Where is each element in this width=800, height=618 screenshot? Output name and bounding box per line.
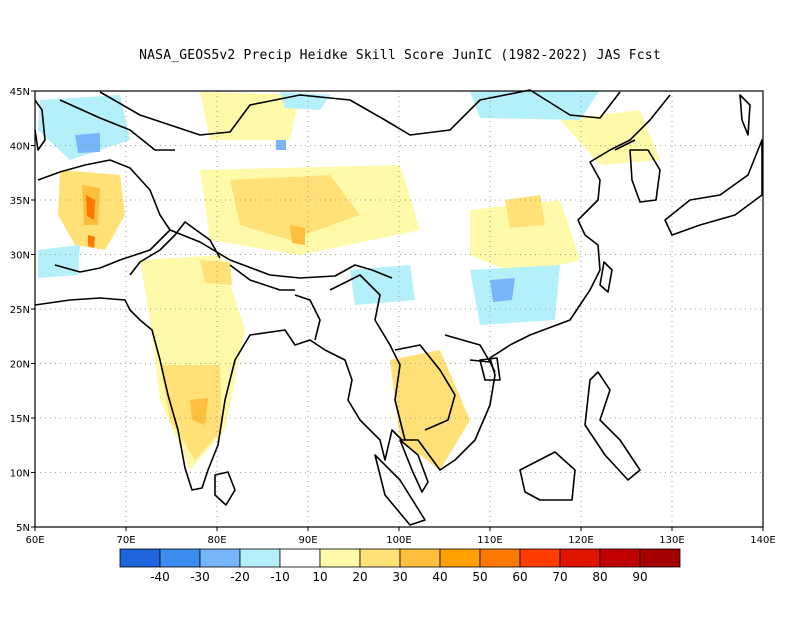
border-korea-china — [614, 139, 636, 151]
colorbar-swatch — [519, 548, 561, 568]
lat-tick-label: 20N — [10, 360, 30, 371]
lat-tick-label: 5N — [16, 523, 30, 534]
border-pakistan-india — [129, 221, 221, 276]
lon-tick-label: 140E — [750, 535, 775, 546]
lon-tick-label: 80E — [207, 535, 226, 546]
lat-tick-label: 15N — [10, 414, 30, 425]
coast-japan — [664, 139, 763, 236]
colorbar-label: 40 — [432, 570, 447, 584]
border-thailand — [394, 344, 456, 431]
border-china-north — [99, 89, 621, 136]
patch-indochina — [390, 350, 470, 470]
map-title: NASA_GEOS5v2 Precip Heidke Skill Score J… — [139, 48, 661, 63]
patch-india-peak — [190, 398, 208, 425]
patch-central-asia-core — [75, 133, 100, 153]
patch-central-asia — [38, 95, 130, 160]
border-afghanistan — [37, 159, 171, 273]
patch-afghanistan-peak — [86, 195, 95, 220]
lon-tick-label: 120E — [568, 535, 593, 546]
patch-korea — [560, 110, 660, 165]
patch-india-north — [200, 260, 232, 285]
coast-caspian — [34, 99, 46, 151]
colorbar-swatch — [199, 548, 241, 568]
colorbar-swatch — [159, 548, 201, 568]
patch-pak-west — [38, 245, 80, 278]
colorbar-swatch — [359, 548, 401, 568]
colorbar-swatch — [119, 548, 161, 568]
colorbar-swatch — [319, 548, 361, 568]
patch-pak-peak — [88, 235, 95, 248]
colorbar-label: 20 — [352, 570, 367, 584]
coast-sumatra — [374, 454, 426, 526]
colorbar-swatch — [639, 548, 681, 568]
coast-sakhalin — [739, 94, 751, 136]
colorbar-label: 70 — [552, 570, 567, 584]
border-myanmar — [329, 274, 406, 441]
colorbar-label: -20 — [230, 570, 250, 584]
lat-tick-label: 45N — [10, 87, 30, 98]
colorbar-label: 10 — [312, 570, 327, 584]
lat-tick-label: 30N — [10, 251, 30, 262]
lat-tick-label: 35N — [10, 196, 30, 207]
skill-patches — [38, 90, 660, 470]
colorbar-swatch — [279, 548, 321, 568]
coast-korea — [629, 149, 661, 203]
lon-tick-label: 60E — [25, 535, 44, 546]
patch-north — [200, 92, 300, 140]
colorbar-label: 50 — [472, 570, 487, 584]
coast-taiwan — [599, 261, 613, 293]
lat-tick-label: 10N — [10, 469, 30, 480]
border-vietnam — [444, 334, 491, 363]
coast-borneo — [519, 451, 576, 501]
colorbar-label: 90 — [632, 570, 647, 584]
coastlines — [34, 94, 763, 526]
patch-china-east — [470, 200, 580, 275]
coast-hainan — [479, 357, 501, 381]
border-nepal — [229, 264, 295, 291]
coast-srilanka — [214, 471, 236, 506]
border-himalaya — [169, 229, 393, 279]
lat-tick-label: 25N — [10, 305, 30, 316]
patch-tibet-core — [230, 175, 360, 240]
colorbar-swatch — [439, 548, 481, 568]
colorbar-swatch — [599, 548, 641, 568]
patch-china-south — [470, 265, 560, 325]
colorbar-label: -10 — [270, 570, 290, 584]
colorbar-label: 60 — [512, 570, 527, 584]
lon-tick-labels: 60E 70E 80E 90E 100E 110E 120E 130E 140E — [25, 527, 776, 546]
colorbar-label: -30 — [190, 570, 210, 584]
colorbar-swatch — [479, 548, 521, 568]
coast-malay — [399, 439, 429, 493]
lon-tick-label: 110E — [477, 535, 502, 546]
patch-yunnan — [350, 265, 415, 305]
border-kazakh — [59, 99, 175, 151]
colorbar-swatch — [399, 548, 441, 568]
lon-tick-label: 70E — [116, 535, 135, 546]
lat-tick-labels: 45N 40N 35N 30N 25N 20N 15N 10N 5N — [10, 87, 35, 534]
borders — [37, 89, 636, 441]
coast-arabian-india — [34, 94, 671, 491]
patch-tibet-dot — [276, 140, 286, 150]
colorbar-swatch — [559, 548, 601, 568]
lon-tick-label: 90E — [298, 535, 317, 546]
patch-china-south-core — [490, 278, 515, 302]
colorbar-swatch — [239, 548, 281, 568]
coast-philippines — [584, 371, 641, 481]
patch-india-core — [160, 365, 222, 460]
patch-china-east-core — [505, 195, 545, 228]
colorbar-label: -40 — [150, 570, 170, 584]
border-bangladesh — [294, 294, 321, 341]
lon-tick-label: 100E — [386, 535, 411, 546]
lat-tick-label: 40N — [10, 142, 30, 153]
colorbar — [119, 548, 681, 568]
colorbar-label: 30 — [392, 570, 407, 584]
lon-tick-label: 130E — [659, 535, 684, 546]
patch-tibet-peak — [290, 225, 305, 245]
colorbar-labels: -40 -30 -20 -10 10 20 30 40 50 60 70 80 90 — [150, 570, 647, 584]
colorbar-label: 80 — [592, 570, 607, 584]
